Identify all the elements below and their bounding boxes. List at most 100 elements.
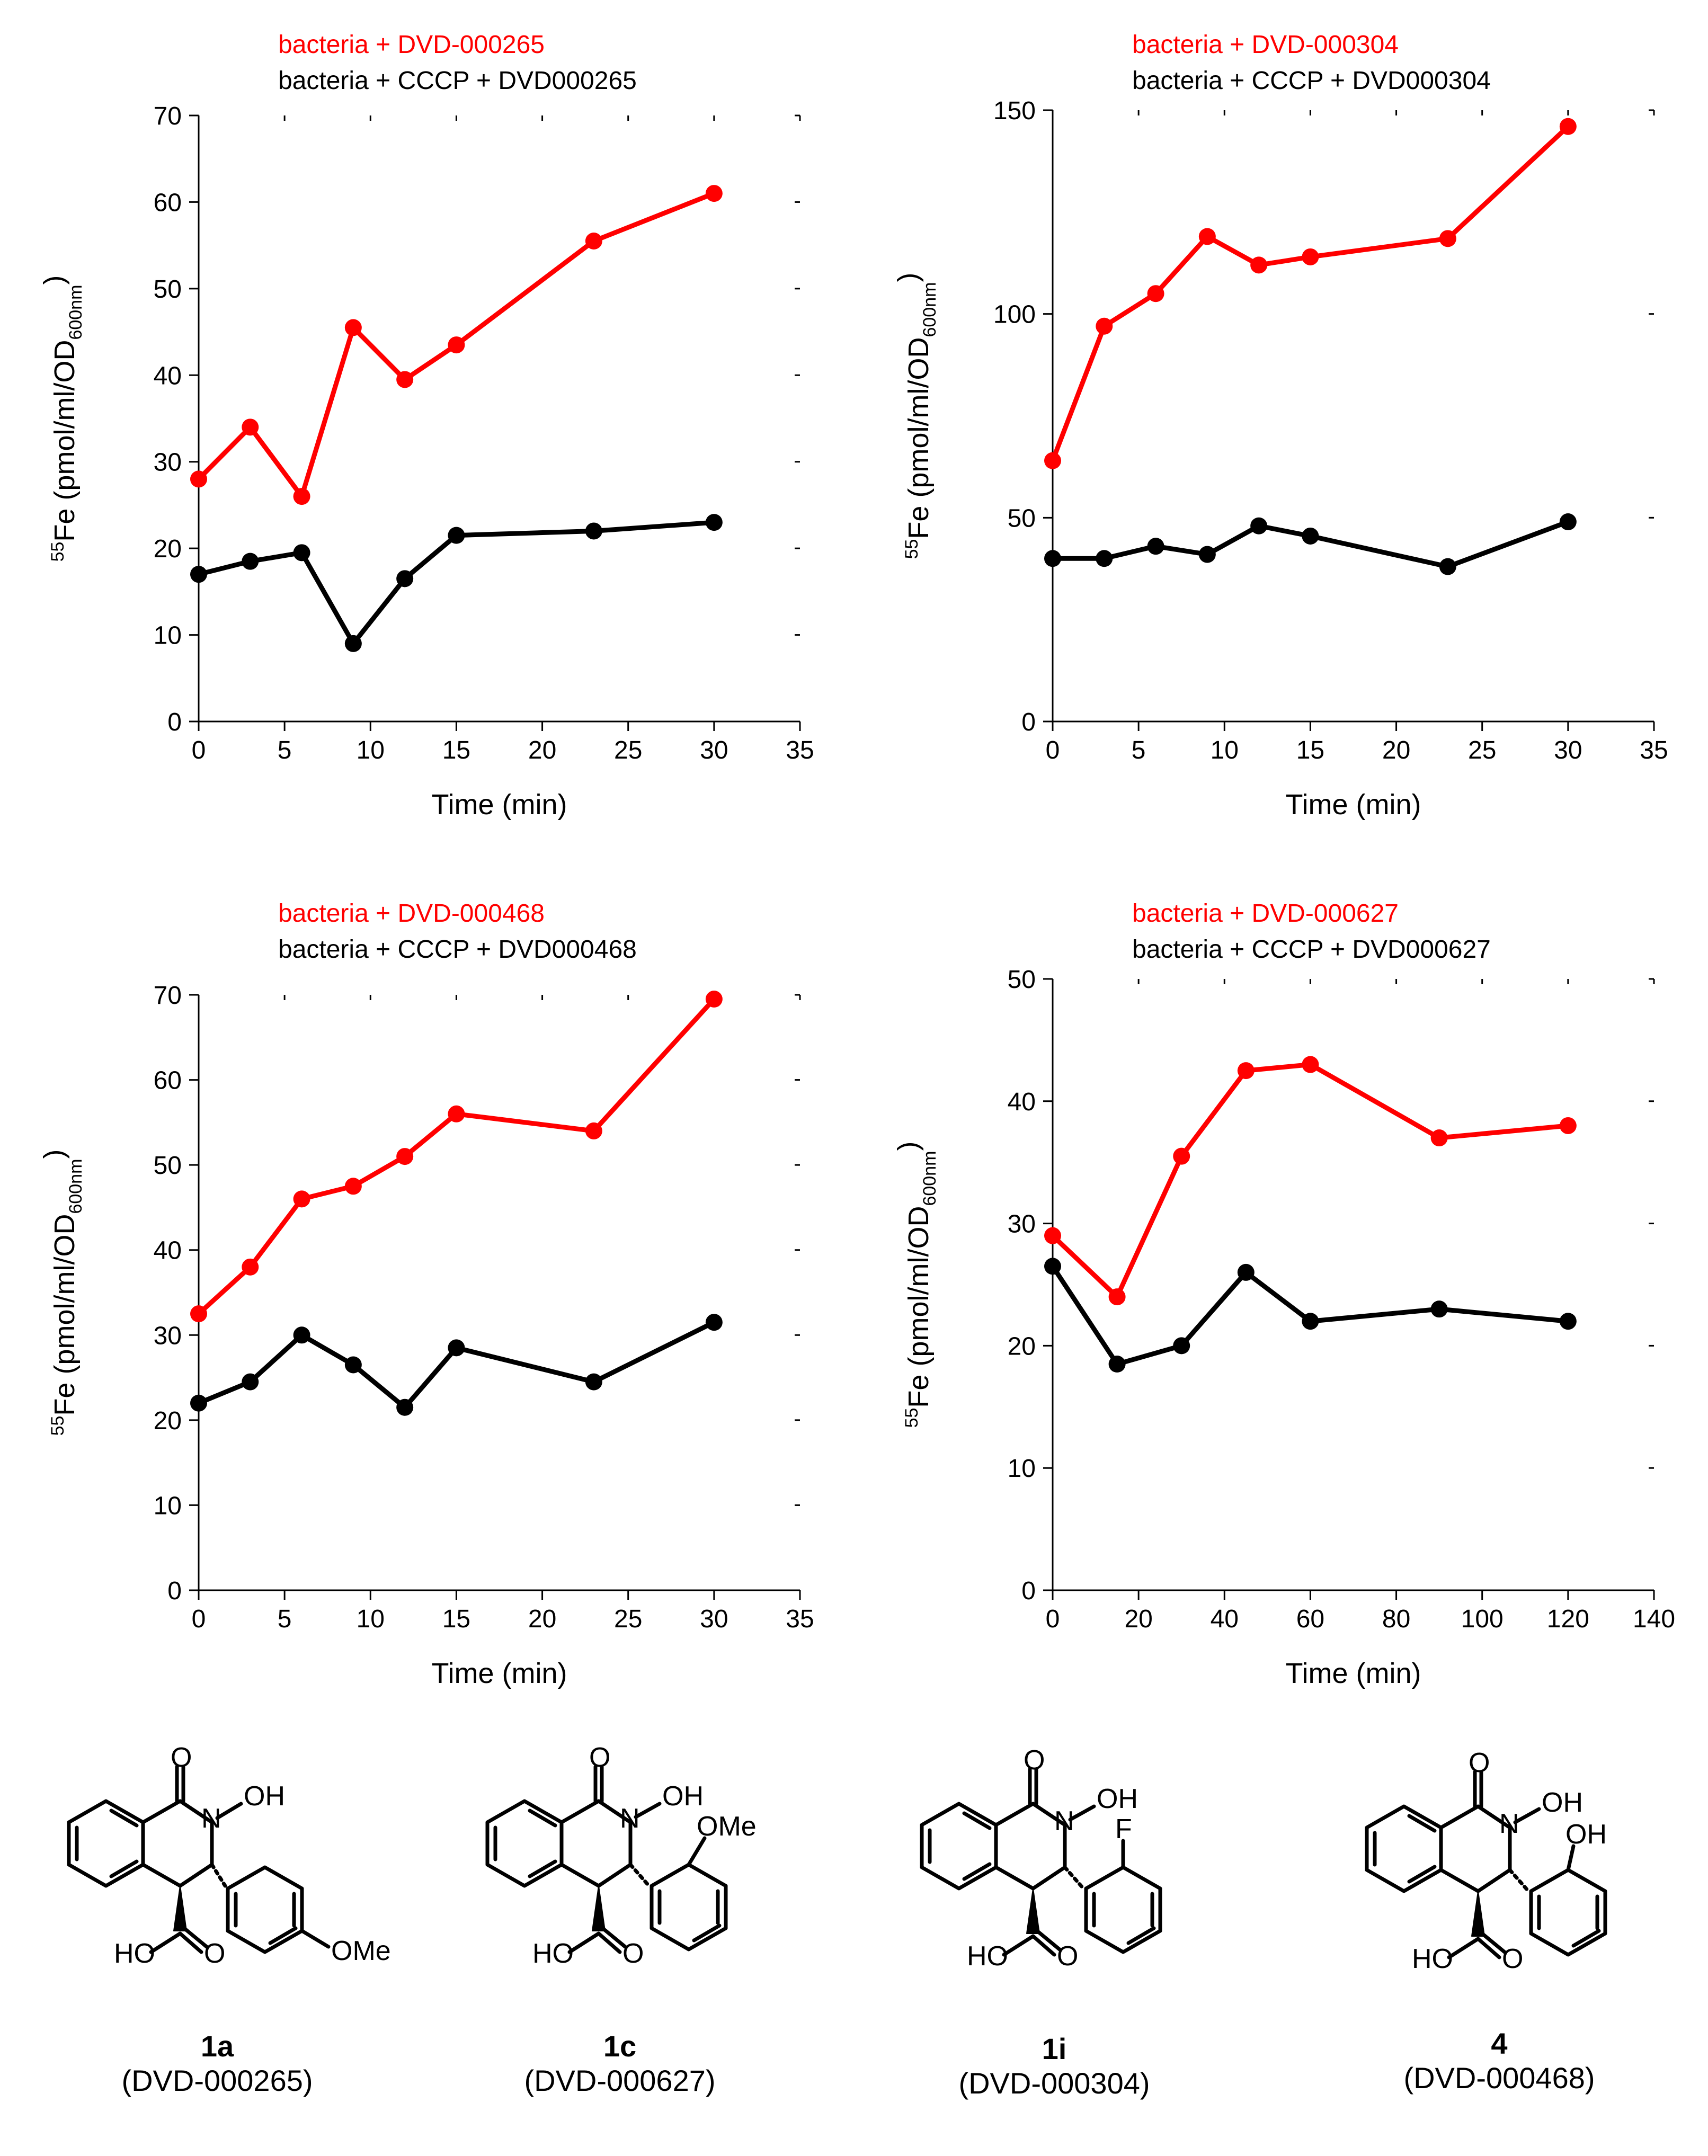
data-point-treated bbox=[1302, 1056, 1319, 1073]
acid-hydroxyl-label: HO bbox=[532, 1938, 574, 1969]
compound-number: 1c bbox=[603, 2029, 637, 2063]
hydroxyl-label: OH bbox=[1542, 1787, 1583, 1818]
y-tick-label: 60 bbox=[154, 189, 182, 217]
x-tick-label: 5 bbox=[278, 1605, 292, 1633]
data-point-cccp bbox=[396, 570, 414, 587]
data-point-treated bbox=[448, 1105, 465, 1122]
substituent-label: OMe bbox=[697, 1811, 757, 1842]
y-axis-label-subscript: 600nm bbox=[66, 1159, 86, 1214]
acid-oxo-atom: O bbox=[204, 1938, 225, 1969]
y-tick-label: 0 bbox=[1021, 708, 1036, 736]
data-point-treated bbox=[585, 1122, 602, 1139]
data-point-treated bbox=[396, 371, 414, 388]
series-line-treated bbox=[197, 191, 715, 499]
data-point-cccp bbox=[1559, 1313, 1577, 1330]
data-point-cccp bbox=[448, 527, 465, 544]
data-point-cccp bbox=[1044, 1258, 1061, 1275]
legend-entry-treated: bacteria + DVD-000468 bbox=[278, 899, 545, 928]
data-point-cccp bbox=[190, 566, 207, 583]
data-point-cccp bbox=[1430, 1300, 1448, 1318]
x-tick-label: 30 bbox=[700, 1605, 728, 1633]
structure-bonds bbox=[67, 1765, 331, 1954]
data-point-cccp bbox=[705, 514, 723, 531]
x-tick-label: 10 bbox=[357, 1605, 385, 1633]
x-tick-label: 25 bbox=[1468, 736, 1496, 764]
y-axis-label-isotope: 55 bbox=[902, 539, 922, 559]
data-point-treated bbox=[242, 1258, 259, 1276]
data-point-cccp bbox=[585, 1373, 602, 1391]
y-tick-label: 50 bbox=[154, 275, 182, 304]
data-point-cccp bbox=[293, 1326, 310, 1344]
y-tick-label: 10 bbox=[154, 622, 182, 650]
y-axis-label: 55Fe (pmol/ml/OD600nm) bbox=[38, 275, 86, 562]
legend-entry-cccp: bacteria + CCCP + DVD000304 bbox=[1132, 67, 1491, 95]
x-tick-label: 20 bbox=[528, 736, 556, 764]
x-tick-label: 0 bbox=[192, 1605, 206, 1633]
x-tick-label: 80 bbox=[1382, 1605, 1410, 1633]
series-line-treated bbox=[1050, 124, 1570, 462]
acid-hydroxyl-label: HO bbox=[114, 1938, 155, 1969]
y-tick-label: 10 bbox=[154, 1492, 182, 1520]
data-point-cccp bbox=[396, 1398, 414, 1416]
data-point-cccp bbox=[1237, 1263, 1255, 1281]
legend-entry-treated: bacteria + DVD-000627 bbox=[1132, 899, 1399, 928]
compound-label-4: 4 (DVD-000468) bbox=[1340, 2026, 1658, 2095]
y-tick-label: 10 bbox=[1008, 1455, 1036, 1483]
data-point-treated bbox=[1044, 1227, 1061, 1244]
data-point-cccp bbox=[1302, 1313, 1319, 1330]
y-tick-label: 30 bbox=[154, 1322, 182, 1350]
oxo-atom: O bbox=[171, 1743, 192, 1773]
x-tick-label: 15 bbox=[442, 736, 470, 764]
y-tick-label: 20 bbox=[154, 1407, 182, 1435]
legend-entry-treated: bacteria + DVD-000304 bbox=[1132, 31, 1399, 59]
y-axis-label-isotope: 55 bbox=[902, 1408, 922, 1428]
data-point-treated bbox=[585, 232, 602, 250]
y-tick-label: 0 bbox=[167, 708, 182, 736]
legend-entry-treated: bacteria + DVD-000265 bbox=[278, 31, 545, 59]
x-tick-label: 35 bbox=[786, 1605, 814, 1633]
y-axis-label-close: ) bbox=[892, 1142, 924, 1151]
nitrogen-atom: N bbox=[201, 1803, 221, 1834]
x-tick-label: 10 bbox=[357, 736, 385, 764]
x-tick-label: 15 bbox=[1296, 736, 1324, 764]
x-tick-label: 35 bbox=[1640, 736, 1668, 764]
x-axis-label: Time (min) bbox=[432, 1658, 567, 1689]
compound-code: (DVD-000265) bbox=[121, 2064, 313, 2097]
chart-dvd-000265: bacteria + DVD-000265 bacteria + CCCP + D… bbox=[38, 31, 814, 821]
y-tick-label: 0 bbox=[167, 1577, 182, 1605]
data-point-treated bbox=[396, 1148, 414, 1165]
compound-structure-1a: O N OH HO O OMe bbox=[67, 1743, 391, 1969]
compound-label-1c: 1c (DVD-000627) bbox=[461, 2029, 779, 2098]
x-tick-label: 15 bbox=[442, 1605, 470, 1633]
series-line-cccp bbox=[1053, 519, 1569, 569]
y-tick-label: 100 bbox=[993, 301, 1036, 329]
data-point-cccp bbox=[190, 1394, 207, 1412]
data-point-cccp bbox=[242, 553, 259, 570]
y-tick-label: 50 bbox=[1008, 504, 1036, 532]
data-point-treated bbox=[1559, 1117, 1577, 1134]
y-axis-label-main: Fe (pmol/ml/OD bbox=[49, 1214, 81, 1416]
data-point-cccp bbox=[1173, 1337, 1190, 1355]
compound-code: (DVD-000468) bbox=[1403, 2061, 1595, 2095]
compound-number: 4 bbox=[1491, 2027, 1508, 2060]
legend-entry-cccp: bacteria + CCCP + DVD000627 bbox=[1132, 936, 1491, 964]
chart-dvd-000627: bacteria + DVD-000627 bacteria + CCCP + D… bbox=[892, 899, 1675, 1689]
y-axis-label-close: ) bbox=[38, 1150, 70, 1159]
compound-code: (DVD-000304) bbox=[958, 2066, 1150, 2100]
x-tick-label: 5 bbox=[278, 736, 292, 764]
substituent-label: F bbox=[1115, 1814, 1132, 1845]
compound-structure-1c: O N OH HO O OMe bbox=[485, 1742, 757, 1969]
y-tick-label: 30 bbox=[154, 449, 182, 477]
y-tick-label: 50 bbox=[1008, 966, 1036, 994]
legend-entry-cccp: bacteria + CCCP + DVD000468 bbox=[278, 936, 637, 964]
x-axis-label: Time (min) bbox=[432, 789, 567, 821]
chart-dvd-000468: bacteria + DVD-000468 bacteria + CCCP + D… bbox=[38, 899, 814, 1689]
y-axis-label-isotope: 55 bbox=[48, 542, 68, 562]
data-point-treated bbox=[1096, 317, 1113, 335]
y-axis-label: 55Fe (pmol/ml/OD600nm) bbox=[38, 1150, 86, 1436]
acid-oxo-atom: O bbox=[1057, 1941, 1078, 1972]
y-tick-label: 40 bbox=[154, 362, 182, 390]
y-axis-label-close: ) bbox=[38, 275, 70, 285]
data-point-cccp bbox=[1302, 527, 1319, 545]
data-point-cccp bbox=[344, 1356, 362, 1374]
